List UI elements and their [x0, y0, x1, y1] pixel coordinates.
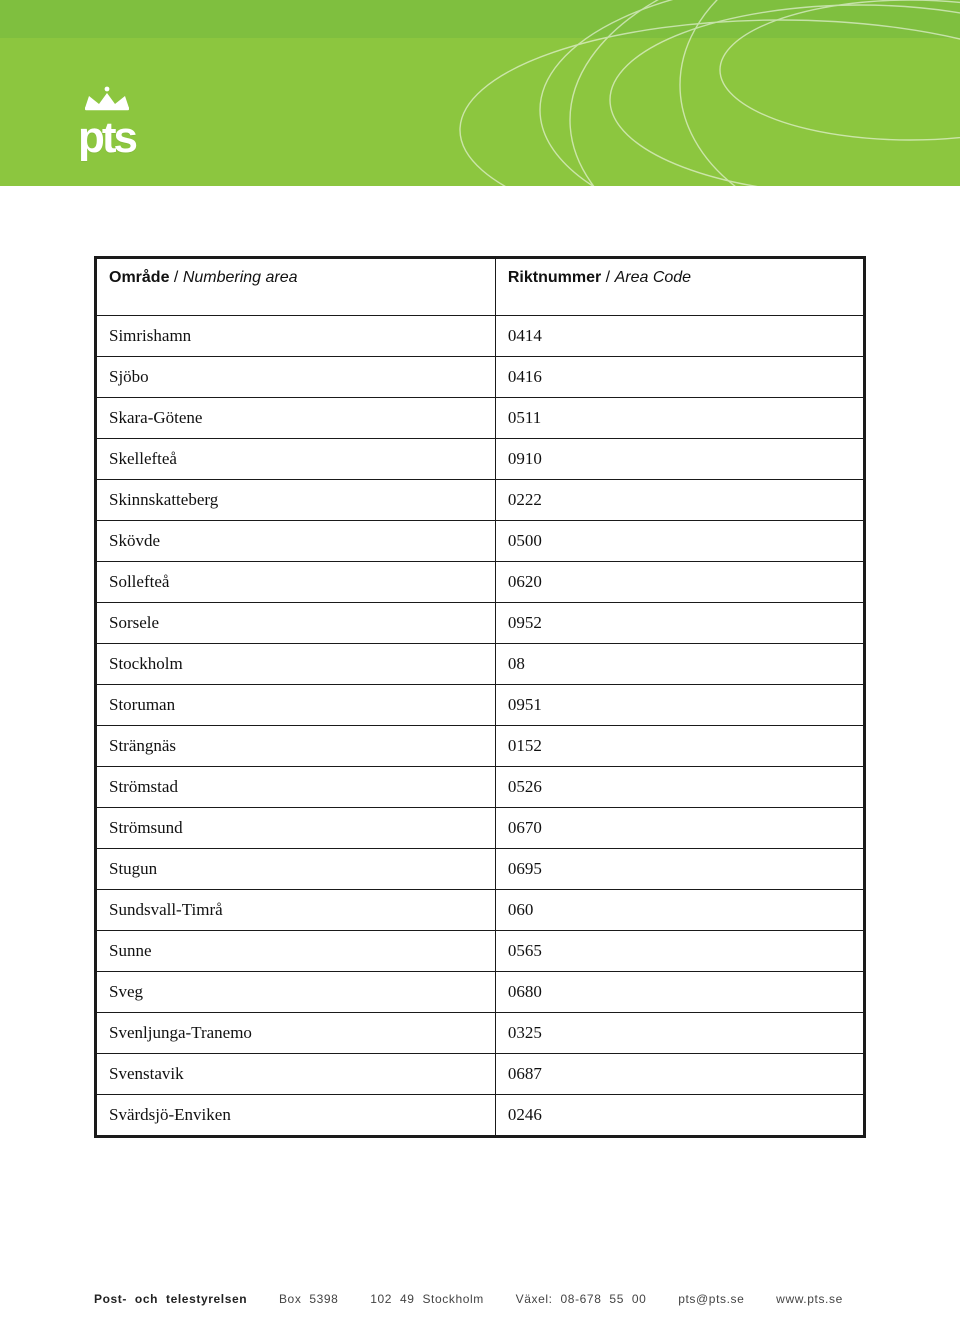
table-row: Simrishamn0414	[96, 316, 865, 357]
cell-area: Strömsund	[96, 808, 496, 849]
cell-code: 0620	[495, 562, 864, 603]
cell-code: 0246	[495, 1095, 864, 1137]
cell-code: 0952	[495, 603, 864, 644]
cell-code: 0670	[495, 808, 864, 849]
header-main-strip	[0, 38, 960, 186]
cell-code: 0416	[495, 357, 864, 398]
table-row: Sorsele0952	[96, 603, 865, 644]
col-header-code-sep: /	[601, 269, 614, 286]
col-header-area-bold: Område	[109, 269, 169, 286]
cell-area: Stockholm	[96, 644, 496, 685]
pts-logo: PTS	[78, 86, 135, 160]
table-row: Strängnäs0152	[96, 726, 865, 767]
area-code-table: Område / Numbering area Riktnummer / Are…	[94, 256, 866, 1138]
table-row: Skellefteå0910	[96, 439, 865, 480]
cell-code: 0951	[495, 685, 864, 726]
table-row: Strömstad0526	[96, 767, 865, 808]
cell-code: 0325	[495, 1013, 864, 1054]
cell-area: Sundsvall-Timrå	[96, 890, 496, 931]
cell-area: Stugun	[96, 849, 496, 890]
cell-area: Strömstad	[96, 767, 496, 808]
table-row: Skinnskatteberg0222	[96, 480, 865, 521]
col-header-code-ital: Area Code	[615, 269, 692, 286]
header: PTS	[0, 0, 960, 186]
table-row: Sunne0565	[96, 931, 865, 972]
cell-area: Sjöbo	[96, 357, 496, 398]
cell-area: Storuman	[96, 685, 496, 726]
cell-area: Skövde	[96, 521, 496, 562]
cell-code: 0910	[495, 439, 864, 480]
cell-area: Sunne	[96, 931, 496, 972]
cell-area: Skellefteå	[96, 439, 496, 480]
cell-area: Strängnäs	[96, 726, 496, 767]
cell-code: 0511	[495, 398, 864, 439]
header-top-strip	[0, 0, 960, 38]
footer-city: 102 49 Stockholm	[370, 1292, 484, 1306]
footer-web: www.pts.se	[776, 1292, 843, 1306]
cell-code: 0526	[495, 767, 864, 808]
table-row: Strömsund0670	[96, 808, 865, 849]
cell-area: Sorsele	[96, 603, 496, 644]
pts-logo-text: PTS	[78, 116, 135, 160]
cell-code: 0695	[495, 849, 864, 890]
cell-code: 0222	[495, 480, 864, 521]
cell-code: 0500	[495, 521, 864, 562]
col-header-area: Område / Numbering area	[96, 258, 496, 316]
cell-code: 0687	[495, 1054, 864, 1095]
table-row: Sundsvall-Timrå060	[96, 890, 865, 931]
cell-code: 08	[495, 644, 864, 685]
cell-area: Sollefteå	[96, 562, 496, 603]
footer-org: Post- och telestyrelsen	[94, 1292, 247, 1306]
footer-box: Box 5398	[279, 1292, 339, 1306]
cell-code: 0152	[495, 726, 864, 767]
area-code-table-body: Simrishamn0414Sjöbo0416Skara-Götene0511S…	[96, 316, 865, 1137]
footer-switch-label: Växel:	[516, 1292, 553, 1306]
cell-code: 0565	[495, 931, 864, 972]
col-header-area-ital: Numbering area	[183, 269, 298, 286]
cell-area: Skara-Götene	[96, 398, 496, 439]
table-row: Storuman0951	[96, 685, 865, 726]
cell-code: 060	[495, 890, 864, 931]
col-header-code-bold: Riktnummer	[508, 269, 601, 286]
crown-icon	[79, 86, 135, 112]
table-row: Svärdsjö-Enviken0246	[96, 1095, 865, 1137]
cell-area: Svärdsjö-Enviken	[96, 1095, 496, 1137]
cell-area: Simrishamn	[96, 316, 496, 357]
cell-code: 0414	[495, 316, 864, 357]
footer: Post- och telestyrelsen Box 5398 102 49 …	[94, 1292, 900, 1306]
table-row: Sjöbo0416	[96, 357, 865, 398]
page: PTS Område / Numbering area Riktnummer /…	[0, 0, 960, 1336]
cell-area: Svenljunga-Tranemo	[96, 1013, 496, 1054]
table-row: Svenljunga-Tranemo0325	[96, 1013, 865, 1054]
content-area: Område / Numbering area Riktnummer / Are…	[94, 256, 866, 1138]
cell-area: Sveg	[96, 972, 496, 1013]
footer-switch-number: 08-678 55 00	[561, 1292, 647, 1306]
col-header-area-sep: /	[169, 269, 182, 286]
table-row: Skara-Götene0511	[96, 398, 865, 439]
col-header-code: Riktnummer / Area Code	[495, 258, 864, 316]
table-row: Sollefteå0620	[96, 562, 865, 603]
table-row: Stugun0695	[96, 849, 865, 890]
table-row: Sveg0680	[96, 972, 865, 1013]
table-row: Stockholm08	[96, 644, 865, 685]
table-row: Svenstavik0687	[96, 1054, 865, 1095]
cell-area: Svenstavik	[96, 1054, 496, 1095]
cell-code: 0680	[495, 972, 864, 1013]
cell-area: Skinnskatteberg	[96, 480, 496, 521]
table-row: Skövde0500	[96, 521, 865, 562]
footer-email: pts@pts.se	[678, 1292, 744, 1306]
